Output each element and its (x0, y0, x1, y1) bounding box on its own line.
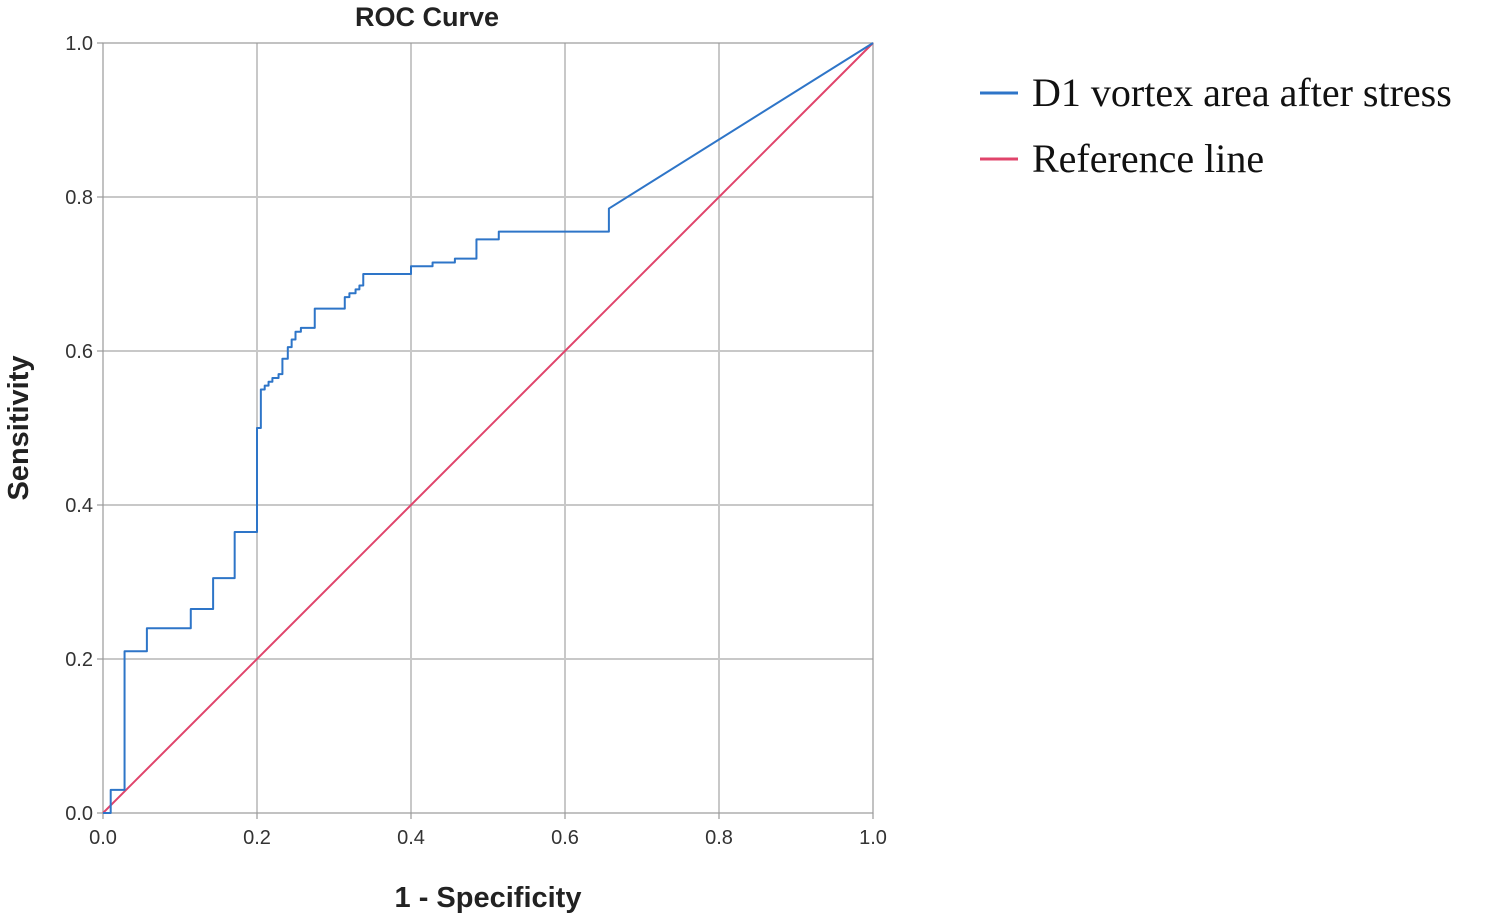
x-tick-label: 0.8 (705, 827, 733, 849)
y-tick-label: 0.6 (65, 341, 93, 363)
plot-frame (102, 42, 874, 814)
x-axis-label: 1 - Specificity (395, 882, 582, 914)
y-tick-label: 0.0 (65, 803, 93, 825)
axis-ticks: 0.0 0.2 0.4 0.6 0.8 1.0 0.0 0.2 0.4 0.6 0.8 1.0 (65, 33, 887, 849)
roc-curve-line (103, 42, 874, 814)
legend-label: D1 vortex area after stress (1032, 70, 1452, 115)
y-tick-label: 1.0 (65, 33, 93, 55)
chart-title: ROC Curve (355, 2, 499, 32)
legend-label: Reference line (1032, 136, 1264, 181)
x-tick-label: 0.0 (89, 827, 117, 849)
grid (103, 43, 873, 813)
x-tick-label: 0.6 (551, 827, 579, 849)
y-tick-label: 0.8 (65, 187, 93, 209)
legend: D1 vortex area after stress Reference lin… (980, 70, 1452, 181)
y-tick-label: 0.2 (65, 649, 93, 671)
x-tick-label: 0.4 (397, 827, 425, 849)
x-tick-label: 1.0 (859, 827, 887, 849)
y-axis-label: Sensitivity (3, 355, 35, 500)
y-tick-label: 0.4 (65, 495, 93, 517)
reference-line (102, 42, 874, 814)
x-tick-label: 0.2 (243, 827, 271, 849)
series-lines (102, 42, 874, 814)
